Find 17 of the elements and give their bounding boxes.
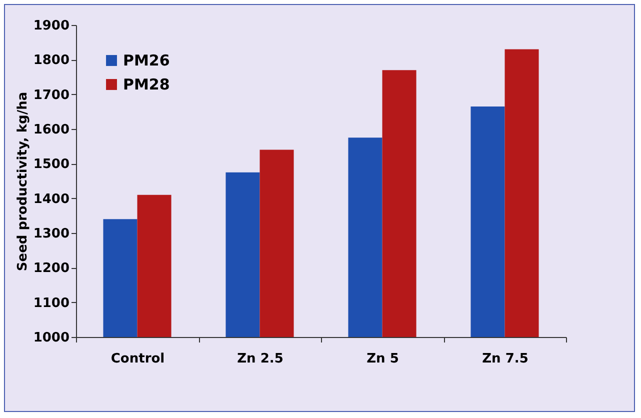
y-tick-label: 1300 xyxy=(33,226,70,242)
y-tick-label: 1100 xyxy=(33,296,70,311)
x-tick-label: Zn 7.5 xyxy=(482,352,528,366)
x-tick-label: Control xyxy=(110,352,165,366)
x-tick-label: Zn 2.5 xyxy=(237,352,284,366)
y-tick-label: 1800 xyxy=(33,53,70,68)
y-tick-label: 1700 xyxy=(33,88,70,103)
y-tick-label: 1600 xyxy=(33,122,70,138)
legend-label: PM28 xyxy=(123,76,170,94)
y-tick-label: 1500 xyxy=(33,157,70,172)
y-tick-label: 1200 xyxy=(33,261,70,276)
y-axis-title: Seed productivity, kg/ha xyxy=(15,92,30,272)
legend-label: PM26 xyxy=(123,52,170,70)
y-tick-label: 1400 xyxy=(33,192,70,207)
y-tick-label: 1900 xyxy=(33,18,70,34)
x-tick-label: Zn 5 xyxy=(366,352,399,366)
y-tick-label: 1000 xyxy=(33,330,70,346)
